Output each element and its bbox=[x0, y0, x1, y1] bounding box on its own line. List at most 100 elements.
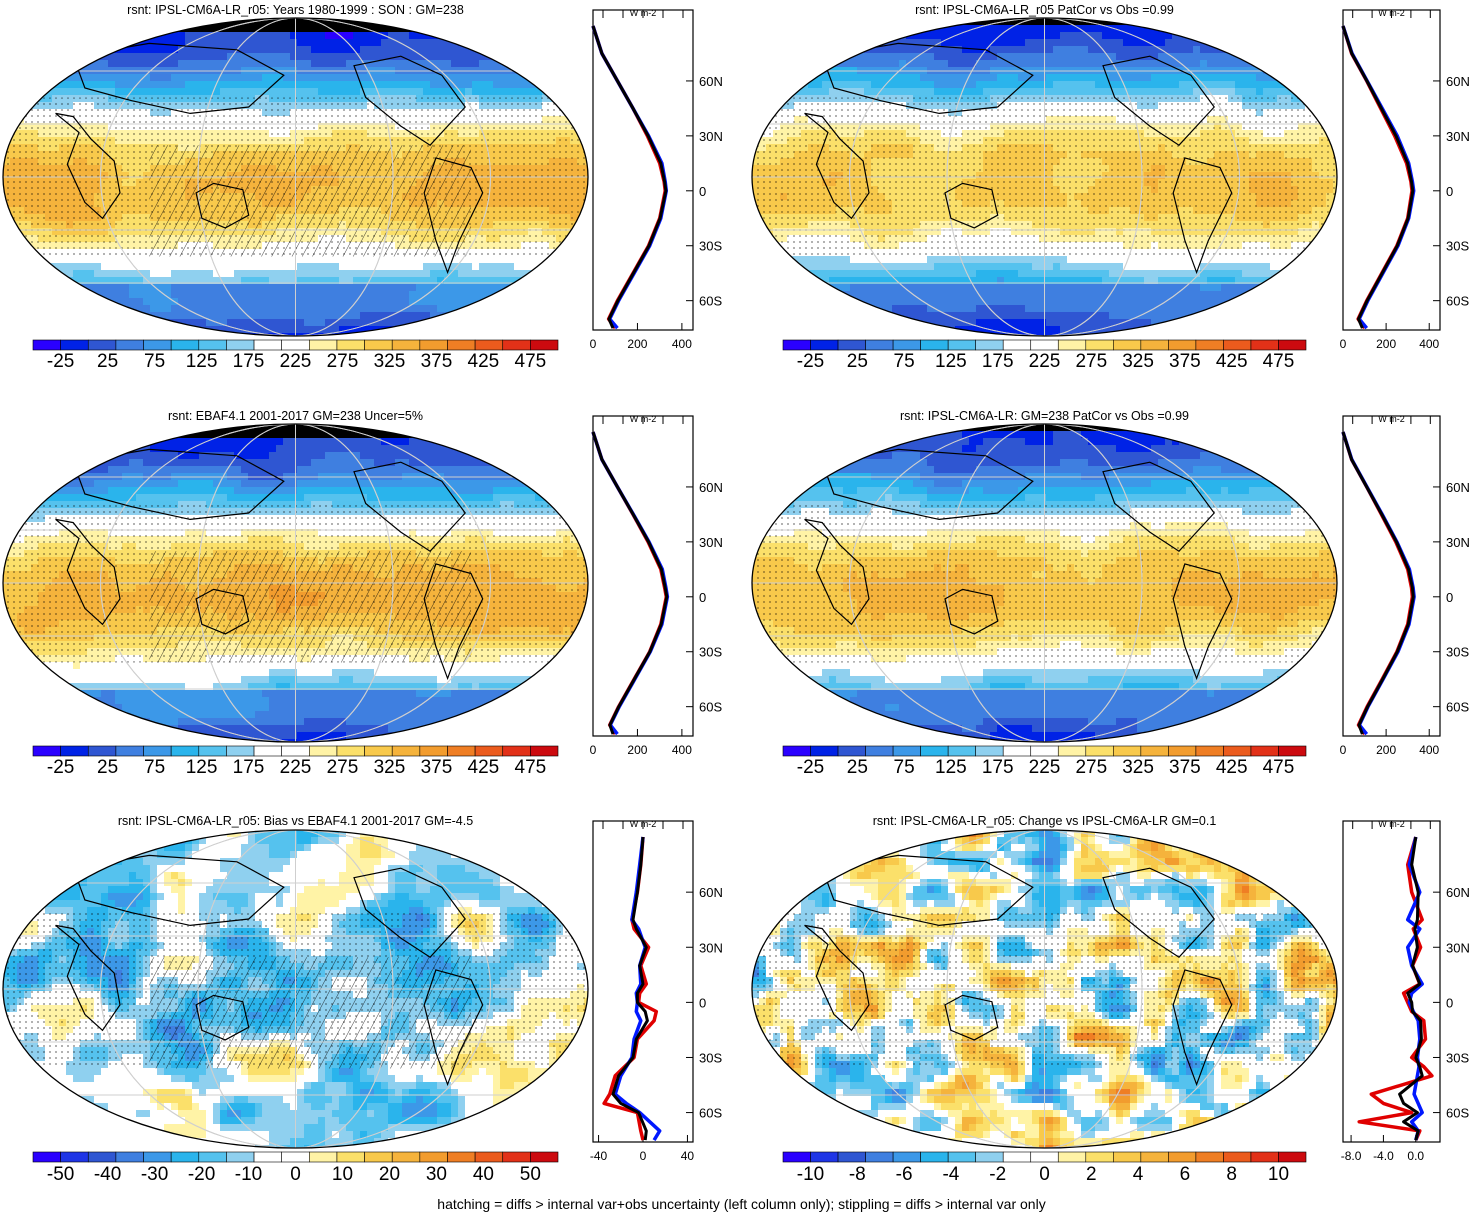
colorbar-tick-label: -6 bbox=[896, 1164, 913, 1185]
profile-lat-tick-label: 60S bbox=[1446, 700, 1469, 715]
colorbar-tick-label: 275 bbox=[1075, 757, 1107, 778]
colorbar-tick-label: 25 bbox=[97, 757, 118, 778]
map-outline bbox=[2, 829, 589, 1149]
colorbar-swatch bbox=[1223, 745, 1252, 757]
colorbar-swatch bbox=[115, 745, 144, 757]
colorbar-swatch bbox=[837, 339, 866, 351]
colorbar-swatch bbox=[1278, 745, 1307, 757]
colorbar-swatch bbox=[1278, 1151, 1307, 1163]
colorbar-tick-label: 125 bbox=[935, 351, 967, 372]
colorbar-tick-label: 325 bbox=[1122, 757, 1154, 778]
colorbar-tick-label: 175 bbox=[982, 351, 1014, 372]
colorbar-tick-label: 375 bbox=[421, 351, 453, 372]
profile-line-mean bbox=[591, 25, 668, 329]
colorbar-swatch bbox=[60, 1151, 89, 1163]
colorbar-tick-label: 75 bbox=[144, 351, 165, 372]
colorbar-tick-label: 25 bbox=[847, 757, 868, 778]
colorbar-tick-label: -2 bbox=[989, 1164, 1006, 1185]
profile-line-mean bbox=[1341, 25, 1415, 329]
colorbar-tick-label: 225 bbox=[280, 757, 312, 778]
profile-line-mean bbox=[611, 836, 649, 1141]
profile-lat-tick-label: 30N bbox=[1446, 535, 1470, 550]
colorbar-tick-label: 275 bbox=[327, 351, 359, 372]
colorbar-swatch bbox=[1113, 339, 1142, 351]
colorbar-swatch bbox=[170, 1151, 200, 1163]
profile-lat-tick-label: 0 bbox=[1446, 995, 1453, 1010]
profile-lat-tick-label: 60N bbox=[699, 885, 723, 900]
profile-x-tick-label: 200 bbox=[1376, 337, 1396, 351]
profile-lat-tick-label: 0 bbox=[699, 995, 706, 1010]
profile-lat-tick-label: 30S bbox=[1446, 239, 1469, 254]
colorbar-tick-label: 30 bbox=[426, 1164, 447, 1185]
colorbar-tick-label: 175 bbox=[233, 757, 265, 778]
coastlines bbox=[55, 854, 484, 1087]
profile-line-mean bbox=[1398, 836, 1424, 1141]
profile-line-mean bbox=[1341, 431, 1415, 735]
colorbar-swatch bbox=[253, 745, 282, 757]
colorbar-tick-label: 425 bbox=[1216, 351, 1248, 372]
colorbar-swatch bbox=[447, 1151, 476, 1163]
profile-lat-tick-label: 30N bbox=[1446, 129, 1470, 144]
profile-frame bbox=[1342, 9, 1441, 331]
colorbar-swatch bbox=[837, 745, 866, 757]
colorbar-swatch bbox=[1030, 339, 1059, 351]
profile-lat-tick-label: 30S bbox=[1446, 1050, 1469, 1065]
profile-lat-tick-label: 60N bbox=[1446, 480, 1470, 495]
profile-x-tick-label: 200 bbox=[627, 337, 647, 351]
panel-bottom-left: rsnt: IPSL-CM6A-LR_r05: Bias vs EBAF4.1 … bbox=[2, 814, 723, 1185]
colorbar-swatch bbox=[1168, 745, 1197, 757]
colorbar-swatch bbox=[1002, 745, 1032, 757]
graticule bbox=[3, 424, 588, 742]
colorbar-swatch bbox=[1057, 1151, 1087, 1163]
colorbar-swatch bbox=[1140, 745, 1169, 757]
colorbar-tick-label: 475 bbox=[515, 757, 547, 778]
colorbar-swatch bbox=[530, 1151, 559, 1163]
profile-line-mean bbox=[591, 431, 669, 735]
profile-x-tick-label: 0.0 bbox=[1407, 1149, 1424, 1163]
colorbar-swatch bbox=[336, 339, 365, 351]
profile-x-tick-label: 40 bbox=[681, 1149, 695, 1163]
coastlines bbox=[804, 42, 1233, 275]
colorbar-swatch bbox=[1223, 339, 1252, 351]
colorbar-tick-label: -25 bbox=[797, 757, 824, 778]
profile-x-tick-label: -4.0 bbox=[1373, 1149, 1394, 1163]
colorbar-tick-label: 375 bbox=[1169, 757, 1201, 778]
colorbar-tick-label: -25 bbox=[47, 351, 74, 372]
profile-lat-tick-label: 60S bbox=[699, 294, 722, 309]
profile-lat-tick-label: 0 bbox=[699, 184, 706, 199]
colorbar-tick-label: 2 bbox=[1086, 1164, 1097, 1185]
colorbar-swatch bbox=[1030, 745, 1059, 757]
colorbar-swatch bbox=[474, 339, 504, 351]
colorbar-swatch bbox=[1057, 745, 1087, 757]
panel-title: rsnt: IPSL-CM6A-LR_r05: Years 1980-1999 … bbox=[127, 3, 464, 17]
colorbar-swatch bbox=[336, 745, 365, 757]
colorbar-swatch bbox=[143, 745, 172, 757]
colorbar-swatch bbox=[281, 1151, 310, 1163]
profile-x-tick-label: 400 bbox=[1419, 337, 1439, 351]
colorbar-tick-label: 375 bbox=[1169, 351, 1201, 372]
graticule bbox=[752, 424, 1337, 742]
colorbar-swatch bbox=[865, 339, 894, 351]
profile-lat-tick-label: 60N bbox=[1446, 74, 1470, 89]
colorbar-tick-label: 175 bbox=[233, 351, 265, 372]
colorbar-tick-label: 0 bbox=[1039, 1164, 1050, 1185]
profile-x-tick-label: 0 bbox=[1340, 337, 1347, 351]
colorbar-swatch bbox=[1002, 1151, 1032, 1163]
colorbar-tick-label: 50 bbox=[520, 1164, 541, 1185]
map-field bbox=[3, 18, 588, 336]
panel-top-right: rsnt: IPSL-CM6A-LR_r05 PatCor vs Obs =0.… bbox=[751, 3, 1470, 372]
colorbar-swatch bbox=[87, 339, 117, 351]
colorbar-swatch bbox=[226, 339, 255, 351]
profile-lat-tick-label: 60N bbox=[699, 74, 723, 89]
colorbar-tick-label: 10 bbox=[1268, 1164, 1289, 1185]
colorbar-swatch bbox=[447, 339, 476, 351]
profile-lat-tick-label: 30N bbox=[699, 535, 723, 550]
colorbar-swatch bbox=[391, 745, 421, 757]
colorbar-swatch bbox=[810, 1151, 839, 1163]
colorbar-swatch bbox=[198, 1151, 227, 1163]
colorbar-tick-label: 225 bbox=[1029, 351, 1061, 372]
colorbar-swatch bbox=[198, 745, 227, 757]
colorbar-tick-label: 325 bbox=[1122, 351, 1154, 372]
colorbar-tick-label: 375 bbox=[421, 757, 453, 778]
profile-lat-tick-label: 30N bbox=[699, 129, 723, 144]
